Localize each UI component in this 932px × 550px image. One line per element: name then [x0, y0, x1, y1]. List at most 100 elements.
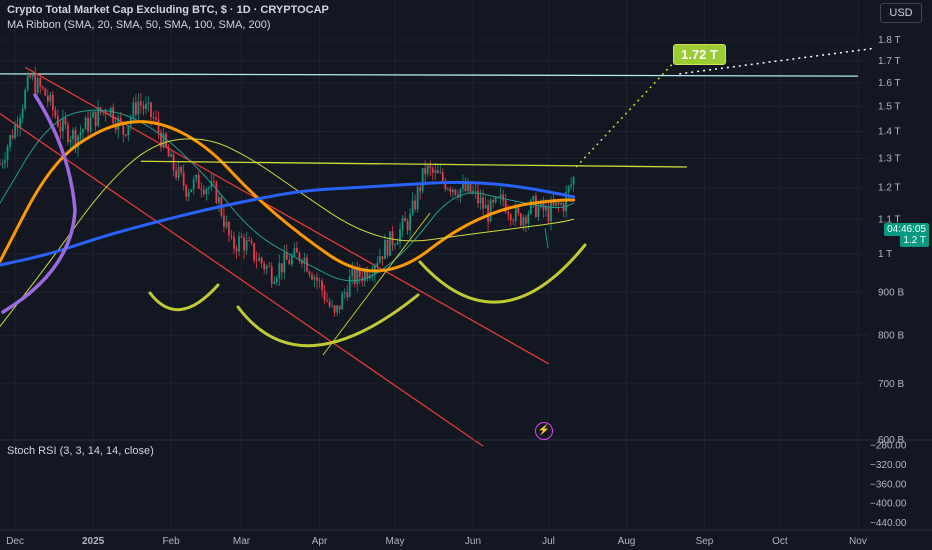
currency-button[interactable]: USD: [880, 3, 922, 23]
candle-body: [426, 165, 429, 174]
chart-title[interactable]: Crypto Total Market Cap Excluding BTC, $…: [7, 4, 329, 16]
candle-body: [44, 88, 47, 96]
candle-body: [89, 117, 92, 132]
candle-body: [195, 174, 198, 180]
candle-body: [273, 281, 276, 284]
candle-body: [550, 201, 552, 222]
candle-body: [462, 182, 464, 190]
candle-body: [278, 263, 281, 278]
candle-body: [145, 103, 147, 110]
candle-body: [336, 305, 339, 313]
candle-body: [34, 75, 37, 93]
candle-body: [283, 252, 286, 273]
candle-body: [509, 214, 512, 221]
price-tick-label: 1.3 T: [878, 153, 901, 164]
candle-body: [565, 192, 567, 212]
candle-body: [401, 217, 404, 230]
candle-body: [182, 172, 185, 186]
candle-body: [200, 188, 203, 190]
candle-body: [202, 189, 205, 195]
candle-body: [316, 277, 318, 281]
last-candle-marker: [544, 227, 549, 249]
price-tick-label: 600 B: [878, 435, 904, 446]
candle-body: [507, 212, 510, 215]
candle-body: [39, 77, 42, 87]
candle-body: [223, 215, 225, 227]
candle-body: [275, 277, 278, 282]
candle-body: [6, 146, 9, 161]
candle-body: [31, 75, 34, 78]
candle-body: [545, 205, 547, 211]
candle-body: [467, 183, 469, 192]
candle-body: [499, 194, 502, 198]
candle-body: [358, 267, 361, 278]
candle-body: [104, 110, 107, 115]
candle-body: [1, 163, 4, 165]
candle-body: [142, 105, 145, 110]
channel-lower-line: [0, 113, 484, 447]
candle-body: [0, 164, 1, 165]
candle-body: [472, 190, 474, 194]
candle-body: [24, 89, 27, 109]
ma-line-sma50: [0, 120, 576, 273]
candle-body: [542, 200, 545, 211]
purple-arc: [1, 93, 77, 314]
candle-body: [537, 206, 540, 217]
candle-body: [399, 229, 401, 243]
candle-body: [389, 231, 391, 256]
candle-body: [207, 187, 210, 189]
candle-body: [514, 207, 517, 222]
candle-body: [250, 240, 253, 244]
candle-body: [534, 196, 537, 217]
candle-body: [295, 247, 298, 253]
stoch-axis[interactable]: −280.00 −320.00 −360.00 −400.00 −440.00: [870, 440, 907, 529]
candle-body: [351, 269, 354, 277]
lightning-icon[interactable]: ⚡: [535, 422, 553, 440]
candle-body: [353, 269, 356, 284]
candle-body: [119, 117, 122, 123]
candle-body: [394, 244, 396, 246]
candle-body: [323, 290, 326, 301]
candle-body: [112, 107, 115, 124]
candle-body: [152, 117, 155, 118]
candle-body: [212, 181, 215, 183]
candlestick-series: [0, 66, 575, 317]
candle-body: [338, 305, 341, 310]
stoch-rsi-legend[interactable]: Stoch RSI (3, 3, 14, 14, close): [7, 445, 154, 457]
candle-body: [205, 188, 208, 195]
candle-body: [331, 305, 334, 307]
price-axis[interactable]: 1.8 T 1.7 T 1.6 T 1.5 T 1.4 T 1.3 T 1.2 T 1.1 T…: [878, 35, 904, 446]
candle-body: [192, 179, 195, 190]
candle-body: [326, 300, 328, 302]
candle-body: [341, 293, 344, 310]
candle-body: [233, 236, 235, 249]
candle-body: [504, 200, 507, 213]
candle-body: [391, 231, 394, 246]
candle-body: [404, 217, 406, 222]
candle-body: [419, 187, 422, 192]
candle-body: [150, 102, 152, 118]
candle-body: [197, 174, 200, 189]
indicator-legend[interactable]: MA Ribbon (SMA, 20, SMA, 50, SMA, 100, S…: [7, 19, 271, 31]
stoch-tick-label: −440.00: [870, 518, 907, 529]
candle-body: [175, 170, 178, 178]
candle-body: [285, 252, 288, 260]
candle-body: [366, 270, 369, 279]
neckline: [140, 160, 687, 168]
candle-body: [547, 205, 550, 222]
time-tick-label: Aug: [618, 536, 636, 547]
price-tick-label: 700 B: [878, 379, 904, 390]
candle-body: [386, 240, 389, 256]
candle-body: [293, 247, 296, 257]
candle-body: [19, 117, 22, 128]
candle-body: [228, 221, 230, 236]
candle-body: [134, 102, 137, 115]
candle-body: [16, 125, 19, 128]
target-price-label: 1.72 T: [673, 44, 726, 65]
time-tick-label: Nov: [849, 536, 867, 547]
time-axis[interactable]: Dec 2025 Feb Mar Apr May Jun Jul Aug Sep Oct Nov: [6, 536, 867, 547]
candle-body: [451, 189, 454, 192]
candle-body: [572, 177, 575, 185]
candle-body: [26, 75, 29, 90]
